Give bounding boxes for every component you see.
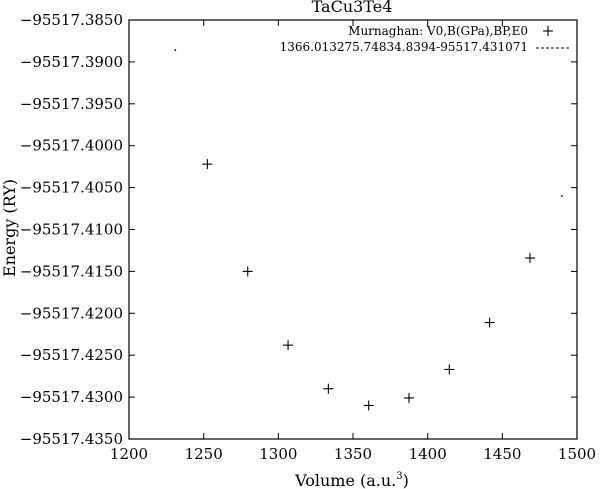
- x-axis-label-end: ): [403, 471, 409, 489]
- x-tick-label: 1350: [334, 445, 372, 463]
- y-tick-label: −95517.4200: [20, 304, 123, 322]
- legend-label-fit: 1366.013275.74834.8394-95517.431071: [280, 40, 528, 54]
- x-axis-label: Volume (a.u.3): [294, 471, 409, 489]
- x-tick-label: 1500: [558, 445, 596, 463]
- chart-title: TaCu3Te4: [312, 0, 393, 16]
- y-tick-label: −95517.4250: [20, 346, 123, 364]
- data-point: [323, 383, 334, 394]
- data-points: [174, 49, 563, 411]
- y-tick-label: −95517.3950: [20, 95, 123, 113]
- x-axis-label-superscript: 3: [396, 471, 402, 482]
- y-tick-label: −95517.4300: [20, 388, 123, 406]
- data-point: [363, 400, 374, 411]
- data-point: [444, 364, 455, 375]
- data-point: [484, 317, 495, 328]
- fit-curve-point: [561, 195, 563, 197]
- data-point: [404, 392, 414, 403]
- x-tick-label: 1250: [185, 445, 223, 463]
- y-tick-label: −95517.4150: [20, 262, 123, 280]
- legend-label-measured: Murnaghan: V0,B(GPa),BP,E0: [348, 24, 528, 38]
- y-tick-label: −95517.3900: [20, 53, 123, 71]
- plot-frame: [128, 19, 578, 440]
- y-tick-label: −95517.4100: [20, 221, 123, 239]
- data-point: [202, 159, 213, 170]
- data-point: [242, 266, 253, 277]
- legend: Murnaghan: V0,B(GPa),BP,E0 1366.013275.7…: [280, 24, 570, 54]
- x-tick-label: 1300: [259, 445, 297, 463]
- y-tick-label: −95517.4000: [20, 137, 123, 155]
- y-tick-label: −95517.3850: [20, 11, 123, 29]
- data-point: [524, 252, 535, 263]
- x-tick-label: 1450: [483, 445, 521, 463]
- y-tick-label: −95517.4350: [20, 430, 123, 448]
- y-tick-label: −95517.4050: [20, 179, 123, 197]
- fit-curve-point: [174, 49, 177, 52]
- axis-ticks: 1200 1250 1300 1350 1400 1450 1500 −95517.3850 −…: [20, 11, 596, 463]
- x-tick-label: 1200: [110, 445, 148, 463]
- y-axis-label: Energy (RY): [0, 179, 19, 277]
- x-axis-label-main: Volume (a.u.: [294, 471, 396, 489]
- x-tick-label: 1400: [409, 445, 447, 463]
- data-point: [283, 340, 294, 351]
- legend-marker-plus-icon: [543, 26, 553, 36]
